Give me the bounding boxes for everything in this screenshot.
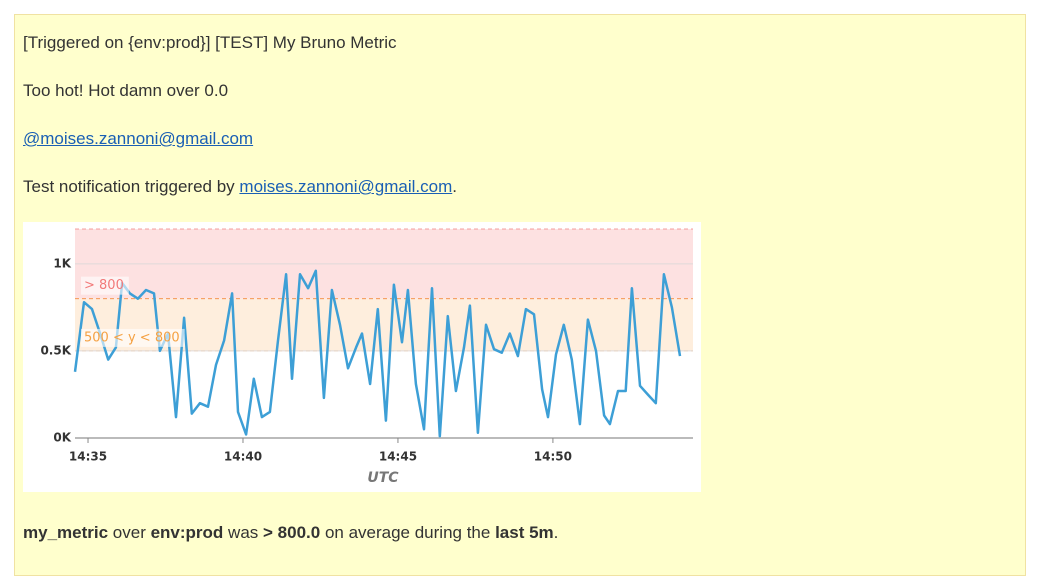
mention-link[interactable]: @moises.zannoni@gmail.com	[23, 129, 254, 148]
summary-text: over	[108, 523, 151, 542]
chart: 0K 0.5K 1K 14:35 14:40 14:45 14:50 UTC > 800 500 …	[23, 222, 701, 492]
page: [Triggered on {env:prod}] [TEST] My Brun…	[14, 14, 1026, 576]
summary-bold: last 5m	[495, 523, 554, 542]
summary-text: on average during the	[320, 523, 496, 542]
mention-line: @moises.zannoni@gmail.com	[23, 129, 253, 149]
summary-bold: > 800.0	[263, 523, 321, 542]
notification: [Triggered on {env:prod}] [TEST] My Brun…	[14, 14, 1026, 576]
y-tick-label: 0K	[53, 431, 71, 445]
test-link[interactable]: moises.zannoni@gmail.com	[239, 177, 453, 196]
summary-text: was	[223, 523, 264, 542]
threshold-label: 500 < y < 800	[84, 330, 180, 345]
summary-text: .	[553, 523, 559, 542]
x-axis-label: UTC	[367, 470, 399, 486]
y-tick-label: 0.5K	[40, 343, 71, 357]
title: [Triggered on {env:prod}] [TEST] My Brun…	[23, 33, 397, 52]
series-line	[73, 269, 682, 438]
threshold-label-bg	[81, 276, 129, 295]
test-suffix: .	[452, 177, 457, 196]
y-tick-label: 1K	[53, 256, 71, 270]
threshold-label: > 800	[84, 278, 124, 293]
x-tick-label: 14:45	[379, 450, 417, 464]
x-tick-label: 14:50	[534, 450, 572, 464]
threshold-label-bg	[81, 328, 185, 347]
test-line: Test notification triggered by moises.za…	[23, 177, 457, 197]
summary: my_metric over env:prod was > 800.0 on a…	[23, 523, 558, 543]
x-tick-label: 14:40	[224, 450, 262, 464]
summary-bold: env:prod	[150, 523, 224, 542]
summary-bold: my_metric	[23, 523, 109, 542]
body: Too hot! Hot damn over 0.0	[23, 81, 229, 100]
x-tick-label: 14:35	[69, 450, 107, 464]
test-prefix: Test notification triggered by	[23, 177, 240, 196]
